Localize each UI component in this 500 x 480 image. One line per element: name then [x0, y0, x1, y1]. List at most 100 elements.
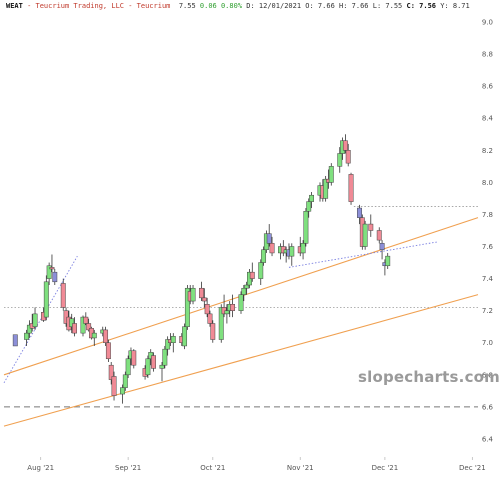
candle-body	[49, 267, 55, 270]
candle	[249, 262, 255, 282]
y-tick-label: 6.8	[482, 371, 493, 379]
candle	[43, 275, 49, 321]
candle-body	[190, 287, 196, 302]
candle-body	[323, 178, 329, 199]
y-tick-label: 9.0	[482, 19, 493, 27]
candle-body	[72, 323, 77, 334]
candle-body	[309, 194, 314, 202]
candle-body	[46, 265, 52, 279]
candle-body	[300, 243, 306, 254]
candle	[244, 281, 250, 295]
candle-body	[131, 350, 137, 366]
candle-body	[151, 355, 156, 369]
y-tick-label: 8.6	[482, 83, 494, 91]
candle	[328, 163, 334, 186]
ticker-symbol[interactable]: WEAT	[6, 2, 23, 10]
candle	[80, 315, 86, 337]
candle	[26, 320, 32, 338]
candle-body	[184, 287, 190, 327]
high-label: H: 7.66	[339, 2, 369, 10]
candle	[345, 143, 351, 167]
candle	[241, 285, 247, 302]
candle-body	[303, 210, 309, 244]
candle-body	[170, 336, 176, 343]
candle-body	[385, 255, 391, 267]
candle-body	[108, 364, 114, 380]
y-tick-label: 8.4	[482, 115, 494, 123]
price-change-pct: 0.80%	[220, 2, 243, 10]
candle-body	[182, 326, 188, 347]
candle-body	[43, 281, 49, 318]
candle	[83, 312, 89, 326]
price-change: 0.06	[199, 2, 217, 10]
candle	[184, 285, 190, 330]
y-label: Y: 8.71	[440, 2, 470, 10]
candle-body	[199, 287, 204, 299]
candle-body	[122, 374, 128, 388]
candle-body	[269, 243, 275, 254]
candle-body	[348, 174, 354, 202]
candle	[207, 310, 213, 327]
candle-body	[306, 201, 312, 212]
candle-body	[26, 324, 32, 334]
y-tick-label: 6.4	[482, 435, 494, 443]
candle-body	[80, 316, 86, 334]
candle	[60, 278, 66, 311]
candle	[300, 240, 306, 260]
candle	[357, 204, 362, 225]
candle-body	[162, 348, 168, 366]
candle-body	[337, 153, 343, 167]
trendline-1	[3, 294, 479, 427]
x-tick-label: Dec '21	[372, 464, 399, 472]
y-tick-label: 7.0	[482, 339, 493, 347]
candle	[362, 220, 368, 250]
candle-body	[60, 283, 66, 308]
x-axis: Aug '21 Sep '21 Oct '21 Nov '21 Dec '21 Dec '…	[27, 457, 486, 472]
y-tick-label: 7.2	[482, 307, 493, 315]
candle	[12, 334, 18, 347]
candle-body	[32, 313, 38, 327]
y-tick-label: 8.8	[482, 51, 493, 59]
candle-body	[362, 223, 368, 247]
last-price: 7.55	[178, 2, 196, 10]
candle-body	[204, 304, 210, 315]
candle-body	[120, 387, 125, 395]
candle	[170, 333, 176, 353]
dotted-trendline-2	[3, 255, 78, 384]
candle	[24, 329, 30, 346]
candle-body	[357, 207, 362, 218]
candle-body	[230, 304, 235, 311]
candle-body	[345, 150, 351, 164]
candle-body	[24, 332, 30, 340]
watermark: slopecharts.com	[358, 368, 500, 386]
x-tick-label: Sep '21	[115, 464, 141, 472]
candle	[230, 294, 235, 318]
x-tick-label: Oct '21	[200, 464, 225, 472]
close-prefix: C:	[406, 2, 415, 10]
candle	[108, 361, 114, 385]
date-label: D: 12/01/2021	[246, 2, 302, 10]
candle-body	[52, 271, 58, 283]
candle	[165, 336, 171, 356]
candle	[145, 355, 151, 379]
candle-body	[218, 307, 224, 340]
candle	[69, 313, 75, 334]
candle	[385, 252, 391, 269]
candle-body	[83, 316, 89, 324]
y-tick-label: 7.4	[482, 275, 494, 283]
candle	[201, 288, 207, 308]
candle-body	[12, 334, 18, 347]
candle	[86, 318, 92, 332]
candle-body	[266, 233, 272, 244]
candle-body	[289, 246, 295, 257]
candle-body	[125, 358, 131, 376]
candle	[105, 339, 111, 362]
candle-body	[91, 332, 97, 339]
candle	[379, 240, 385, 260]
candle	[337, 147, 343, 173]
candle	[52, 268, 58, 286]
candle-body	[210, 323, 216, 340]
candle	[289, 243, 295, 266]
